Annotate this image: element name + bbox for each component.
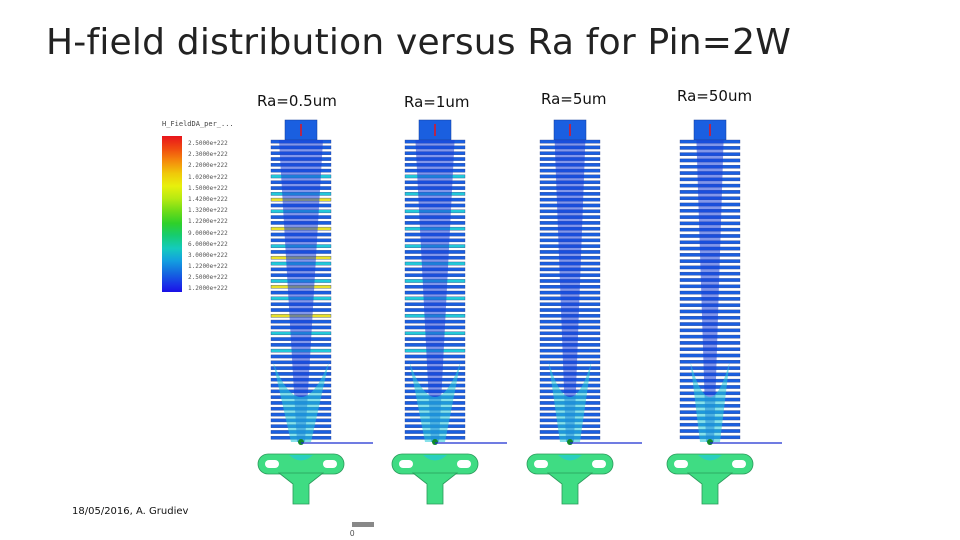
coupler-stem xyxy=(411,472,459,505)
field-simulation-panel-1 xyxy=(257,119,373,505)
field-glow xyxy=(409,362,461,442)
coupler-stem xyxy=(277,472,325,505)
legend-value: 1.2000e+222 xyxy=(188,285,228,293)
legend-value: 1.2200e+222 xyxy=(188,218,228,226)
legend-value: 1.3200e+222 xyxy=(188,207,228,215)
field-simulation-panel-4 xyxy=(666,119,782,505)
legend-value: 6.0000e+222 xyxy=(188,240,228,248)
legend-value: 1.4200e+222 xyxy=(188,195,228,203)
legend-values: 2.5000e+222 2.3000e+222 2.2000e+222 1.0200e… xyxy=(188,138,253,295)
panel-label-3: Ra=5um xyxy=(541,90,607,108)
field-core xyxy=(554,140,586,442)
field-simulation-panel-2 xyxy=(391,119,507,505)
legend-value: 9.0000e+222 xyxy=(188,229,228,237)
feed-point xyxy=(432,439,438,445)
coupler-slot-right xyxy=(323,460,337,468)
coupler-field xyxy=(289,455,313,461)
legend-value: 3.0000e+222 xyxy=(188,251,228,259)
coupler-slot-left xyxy=(265,460,279,468)
field-glow xyxy=(690,362,730,442)
field-simulation-panel-3 xyxy=(526,119,642,505)
color-legend: H_FieldDA_per_... 2.5000e+222 2.3000e+222… xyxy=(158,118,253,298)
scale-bar-zero-label: 0 xyxy=(350,529,355,538)
coupler-slot-right xyxy=(592,460,606,468)
legend-value: 2.3000e+222 xyxy=(188,151,228,159)
coupler-field xyxy=(558,455,582,461)
field-core xyxy=(696,140,724,442)
field-glow xyxy=(548,362,592,442)
coupler-slot-right xyxy=(457,460,471,468)
feed-point xyxy=(567,439,573,445)
footer-date-author: 18/05/2016, A. Grudiev xyxy=(72,506,189,517)
coupler-stem xyxy=(546,472,594,505)
scale-bar xyxy=(352,522,374,527)
coupler-field xyxy=(698,455,722,461)
coupler-slot-left xyxy=(534,460,548,468)
legend-value: 1.5000e+222 xyxy=(188,184,228,192)
panel-label-4: Ra=50um xyxy=(677,87,753,105)
panel-label-2: Ra=1um xyxy=(404,93,470,111)
slide-title: H-field distribution versus Ra for Pin=2… xyxy=(46,22,792,63)
coupler-stem xyxy=(686,472,734,505)
legend-value: 2.2000e+222 xyxy=(188,162,228,170)
coupler-slot-left xyxy=(399,460,413,468)
coupler-slot-right xyxy=(732,460,746,468)
field-core xyxy=(415,140,455,442)
legend-header: H_FieldDA_per_... xyxy=(162,120,234,128)
legend-value: 2.5000e+222 xyxy=(188,274,228,282)
legend-color-bar xyxy=(162,136,182,292)
coupler-field xyxy=(423,455,447,461)
legend-value: 2.5000e+222 xyxy=(188,140,228,147)
panel-label-1: Ra=0.5um xyxy=(257,92,337,110)
coupler-slot-left xyxy=(674,460,688,468)
feed-point xyxy=(707,439,713,445)
legend-value: 1.0200e+222 xyxy=(188,173,228,181)
feed-point xyxy=(298,439,304,445)
field-core xyxy=(279,140,323,442)
field-glow xyxy=(273,362,329,442)
legend-value: 1.2200e+222 xyxy=(188,263,228,271)
